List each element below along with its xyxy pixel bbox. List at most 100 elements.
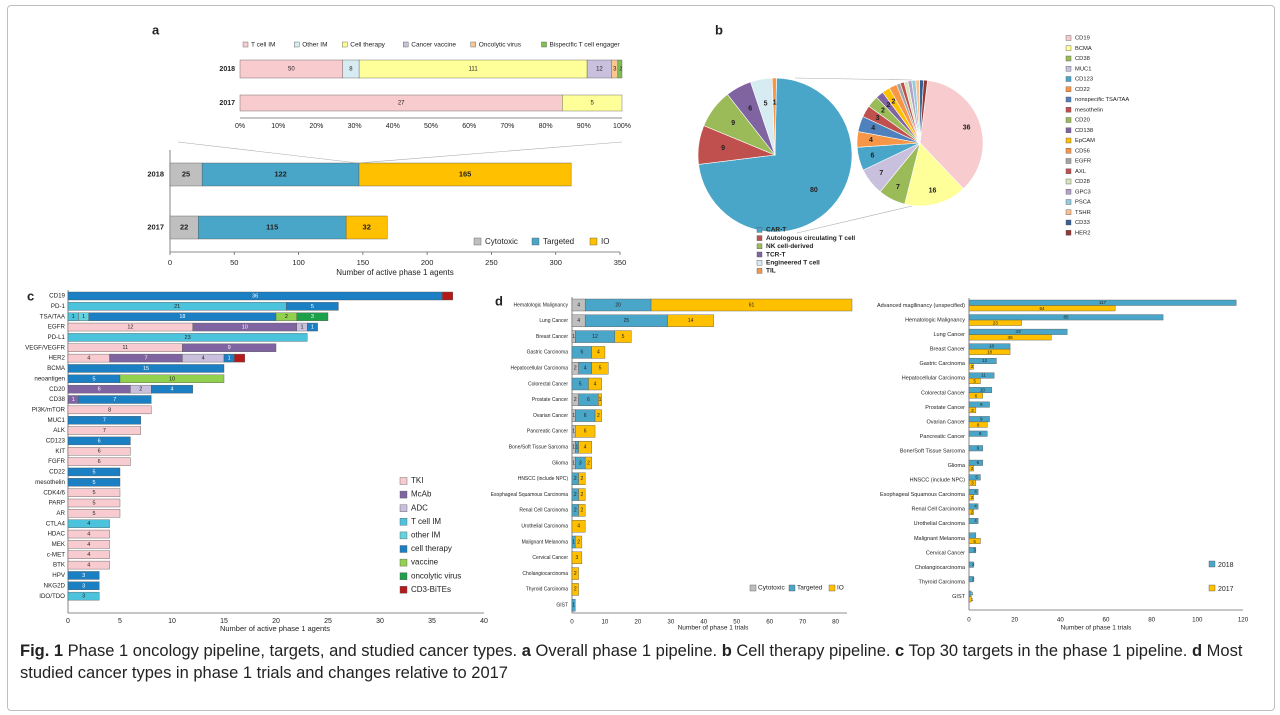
legend-label-d-2: IO [837, 585, 844, 592]
tick-d-right-4: 80 [1148, 617, 1155, 624]
bar-dr-2017-8 [968, 421, 988, 428]
bar-value-c-5-1: 9 [228, 345, 231, 351]
tick-a-top-1: 10% [271, 123, 285, 130]
bar-value-dr-2018-6: 10 [980, 387, 986, 392]
caption-c: c [895, 642, 905, 660]
row-label-c-4: PD-L1 [47, 334, 65, 341]
bar-dr-2017-7 [968, 407, 977, 414]
bar-value-c-13-0: 7 [103, 428, 106, 434]
caption-d-text: Most studied cancer types in phase 1 tri… [20, 642, 1243, 682]
bar-value-d-14-2: 4 [577, 524, 580, 530]
row-label-d-17: Cholangiocarcinoma [522, 571, 568, 577]
bar-value-c-8-1: 10 [169, 376, 175, 382]
bar-value-d-1-0: 4 [577, 318, 580, 324]
row-label-c-11: PI3K/mTOR [32, 406, 66, 413]
tick-a-bottom-0: 0 [168, 258, 172, 267]
legend-label-a-4: Oncolytic virus [479, 42, 522, 49]
row-label-dr-8: Ovarian Cancer [926, 419, 965, 425]
bar-value-d-5-1: 5 [579, 381, 582, 387]
row-label-dr-0: Advanced magllinancy (unspecified) [877, 303, 965, 309]
pie-main-label-5: 1 [773, 99, 777, 106]
bar-value-c-2-4: 3 [311, 314, 314, 320]
bar-value-a-2018-1: 8 [349, 67, 353, 73]
bar-c-11-0 [67, 405, 152, 415]
tick-d-left-7: 70 [799, 619, 806, 626]
bar-value-c-11-0: 8 [108, 407, 111, 413]
bar-value-c-6-3: 1 [228, 356, 231, 362]
panel-label-b: b [715, 22, 723, 37]
legend-label-b-2: NK cell-derived [766, 243, 813, 250]
pie-main-slice-5 [771, 77, 777, 156]
bar-c-4-0 [67, 333, 308, 342]
row-label-c-15: KIT [55, 448, 65, 455]
pie-car-t-label-2: 7 [896, 184, 900, 191]
bar-d-8-2 [575, 425, 596, 438]
bar-value-d-18-2: 2 [574, 587, 577, 593]
bar-value-c-10-1: 7 [113, 397, 116, 403]
bar-a-2017-2 [562, 94, 623, 112]
legend-label-d-1: Targeted [797, 585, 823, 592]
bar-value-d-12-1: 2 [574, 492, 577, 498]
row-label-dr-15: Urothelial Carcinoma [914, 521, 966, 527]
bar-dr-2018-11 [968, 459, 983, 466]
legend-label-bcar-7: mesothelin [1075, 107, 1103, 113]
row-label-c-5: VEGF/VEGFR [25, 344, 65, 351]
legend-label-b-0: CAR-T [766, 227, 786, 234]
bar-value-d-9-1: 1 [576, 445, 579, 451]
legend-swatch-bcar-13 [1065, 168, 1072, 174]
bar-dr-2017-14 [968, 509, 974, 515]
legend-swatch-bcar-10 [1065, 137, 1072, 144]
bar-value-c-24-0: 4 [87, 542, 90, 548]
bar-value-dr-2018-8: 9 [980, 416, 983, 421]
legend-swatch-c-2 [399, 504, 408, 512]
legend-swatch-d-1 [788, 584, 796, 592]
legend-swatch-b-1 [756, 235, 763, 241]
bar-value-dr-2017-4: 2 [971, 364, 974, 369]
bar-a2-2017-2 [345, 215, 388, 240]
figure-frame [7, 5, 1275, 711]
bar-value-d-7-1: 6 [584, 413, 587, 419]
row-label-d-9: Bone/Soft Tissue Sarcoma [509, 445, 568, 451]
legend-swatch-c-6 [399, 558, 408, 567]
row-label-c-0: CD19 [49, 293, 65, 300]
caption-a-text: Overall phase 1 pipeline. [530, 642, 722, 660]
bar-value-d-9-0: 1 [572, 445, 575, 451]
bar-dr-2018-4 [968, 358, 997, 364]
bar-dr-2017-20 [968, 596, 972, 603]
legend-label-c-4: other IM [411, 531, 441, 540]
bar-dr-2017-13 [968, 494, 974, 501]
row-label-c-20: PARP [49, 500, 65, 507]
axis-label-d-right: Number of phase 1 trials [1061, 625, 1133, 632]
bar-value-c-18-0: 5 [92, 480, 95, 486]
category-label-a2-2018: 2018 [147, 169, 164, 178]
tick-a-bottom-7: 350 [614, 258, 627, 267]
bar-c-1-1 [286, 302, 339, 311]
bar-value-d-12-2: 2 [580, 492, 583, 498]
bar-value-dr-2017-11: 2 [971, 466, 974, 471]
pie-car-t-label-9: 2 [887, 102, 891, 109]
legend-swatch-b-3 [756, 251, 763, 258]
legend-label-a2-1: Targeted [543, 237, 574, 246]
legend-label-c-0: TKI [411, 476, 423, 485]
bar-value-d-1-1: 25 [624, 318, 630, 324]
bar-value-d-1-2: 14 [688, 318, 694, 324]
row-label-d-4: Hepatocellular Carcinoma [510, 366, 568, 372]
bar-c-24-0 [67, 540, 110, 549]
tick-c-2: 10 [168, 618, 176, 625]
bar-dr-2018-1 [968, 314, 1164, 321]
pie-car-t-slice-0 [919, 80, 984, 190]
bar-value-d-5-2: 4 [594, 381, 597, 387]
row-label-dr-1: Hematologic Malignancy [905, 318, 965, 324]
bar-c-13-0 [67, 426, 142, 435]
bar-value-c-17-0: 5 [92, 469, 95, 475]
bar-value-d-13-1: 2 [574, 508, 577, 514]
bar-value-dr-2018-2: 43 [1016, 329, 1022, 334]
bar-c-7-0 [67, 364, 225, 373]
bar-value-d-0-2: 61 [749, 302, 755, 308]
bar-value-c-3-2: 1 [300, 325, 303, 331]
row-label-dr-19: Thyroid Carcinoma [919, 579, 966, 585]
bar-value-dr-2017-20: 1 [971, 597, 974, 602]
row-label-c-12: MUC1 [47, 417, 65, 424]
bar-value-c-19-0: 5 [92, 490, 95, 496]
bar-dr-2017-3 [968, 348, 1011, 355]
